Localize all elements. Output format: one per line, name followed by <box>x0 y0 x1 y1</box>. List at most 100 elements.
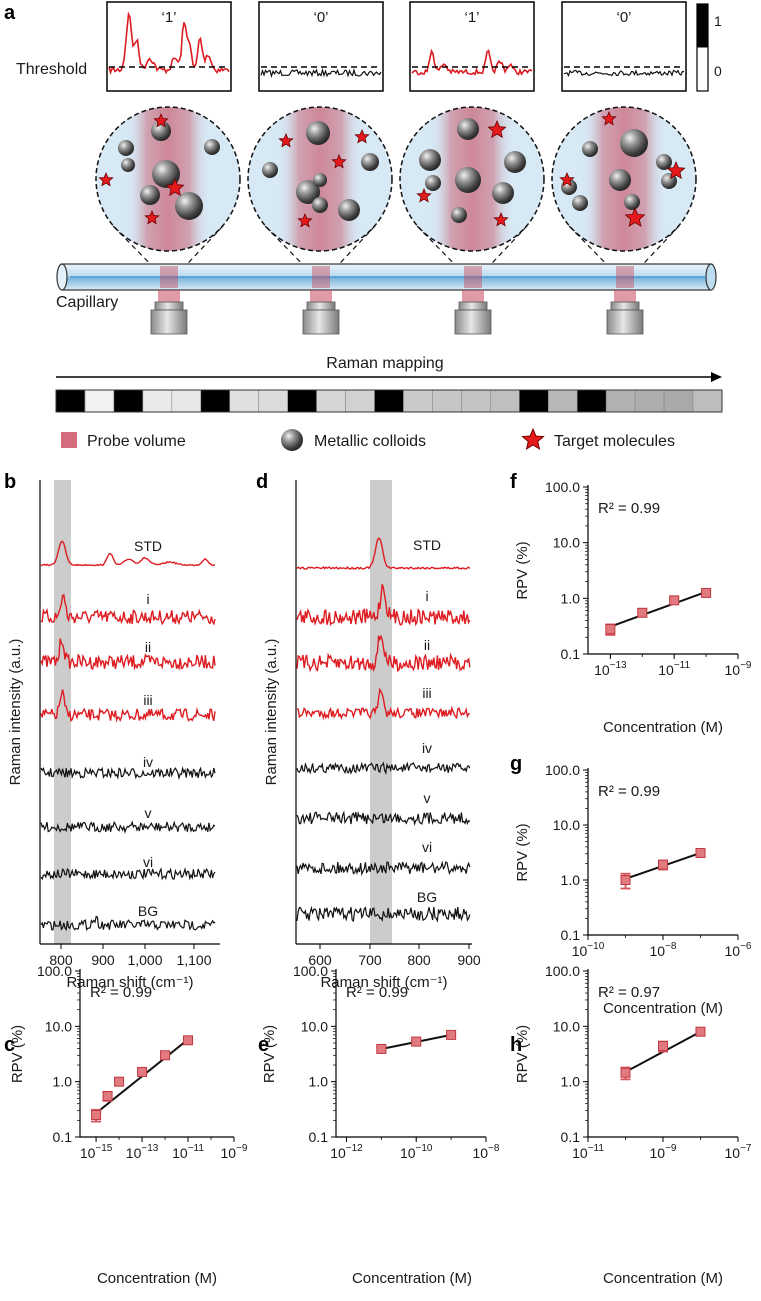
x-tick-label-d: 700 <box>358 952 382 968</box>
signal-box-2: ‘0’ <box>258 1 384 92</box>
x-tick-label-b: 800 <box>49 952 73 968</box>
target-molecule <box>98 171 114 187</box>
spectrum-trace <box>296 810 471 826</box>
data-point <box>411 1036 422 1047</box>
x-tick-label: 10−8 <box>650 941 677 959</box>
objective-3 <box>454 290 492 335</box>
barcode-cell <box>287 389 318 413</box>
colloid-particle <box>140 185 160 205</box>
y-tick-label: 10.0 <box>553 535 580 551</box>
y-tick-label: 0.1 <box>561 927 581 943</box>
target-molecule <box>624 206 646 227</box>
x-tick-label-b: 1,100 <box>176 952 211 968</box>
y-tick-label: 100.0 <box>545 479 580 495</box>
objective-2 <box>302 290 340 335</box>
spectrum-trace <box>296 634 471 673</box>
barcode-cell <box>518 389 549 413</box>
x-tick-exponent: −12 <box>346 1143 363 1154</box>
data-point <box>658 1041 668 1052</box>
data-point <box>701 587 712 598</box>
panel-a: a Threshold ‘1’ ‘0’ ‘1’ ‘0’ <box>4 1 723 451</box>
barcode-cell <box>345 389 375 413</box>
spectrum-trace <box>40 593 216 626</box>
x-tick-label-d: 600 <box>308 952 332 968</box>
threshold-label: Threshold <box>16 61 87 78</box>
data-point <box>695 1026 706 1037</box>
target-molecule <box>144 209 160 225</box>
y-tick-label: 1.0 <box>53 1074 73 1090</box>
r-squared-annotation: R² = 0.99 <box>90 984 152 1001</box>
x-tick-label: 10−9 <box>725 660 752 678</box>
spectrum-trace <box>40 820 216 834</box>
colloid-particle <box>457 118 479 140</box>
objective-lenses <box>150 290 644 335</box>
barcode-cell <box>489 389 520 413</box>
y-tick-label: 100.0 <box>545 762 580 778</box>
colloid-particle <box>624 194 640 210</box>
trace-label-b: iv <box>143 754 153 770</box>
target-molecule <box>297 212 313 228</box>
colloid-particle <box>313 173 327 187</box>
signal-box-1: ‘1’ <box>106 1 232 92</box>
zoom-circle-4 <box>551 106 697 252</box>
target-molecule <box>416 187 432 203</box>
target-molecule <box>666 160 686 180</box>
trace-label-b: STD <box>134 538 162 554</box>
panel-label-c: c <box>4 1034 15 1056</box>
zoom-circle-2 <box>247 106 393 252</box>
data-point <box>446 1029 457 1040</box>
barcode-cell <box>142 389 173 413</box>
spectrum-trace <box>296 761 471 775</box>
x-tick-exponent: −11 <box>674 660 691 671</box>
x-tick-base: 10 <box>650 943 666 959</box>
data-point <box>637 607 648 618</box>
y-tick-label: 10.0 <box>301 1018 328 1034</box>
target-molecule <box>493 211 509 227</box>
trace-label-d: ii <box>424 637 430 653</box>
x-tick-base: 10 <box>80 1145 96 1161</box>
colloid-particle <box>492 182 514 204</box>
panel-label-d: d <box>256 471 268 493</box>
data-point <box>102 1091 113 1102</box>
x-tick-base: 10 <box>725 1145 741 1161</box>
zoom-circle-1 <box>95 106 241 252</box>
barcode-strip <box>55 389 723 413</box>
x-tick-base: 10 <box>725 943 741 959</box>
x-tick-label: 10−13 <box>594 660 627 678</box>
target-molecule <box>487 119 507 139</box>
spectrum-trace <box>296 537 471 570</box>
x-tick-exponent: −8 <box>665 941 677 952</box>
y-tick-label: 10.0 <box>553 817 580 833</box>
spectrum-trace <box>40 915 216 932</box>
colloid-icon <box>281 429 303 451</box>
colloid-particle <box>656 154 672 170</box>
signal-box-4: ‘0’ <box>561 1 687 92</box>
ylabel-f: RPV (%) <box>514 541 531 599</box>
mapping-arrow <box>56 372 722 382</box>
signal-trace-2 <box>260 67 382 79</box>
xlabel-h: Concentration (M) <box>603 1270 723 1287</box>
legend-probe-label: Probe volume <box>87 433 186 450</box>
trace-label-d: iv <box>422 740 432 756</box>
y-tick-label: 1.0 <box>561 1074 581 1090</box>
r-squared-annotation: R² = 0.99 <box>598 783 660 800</box>
xlabel-e: Concentration (M) <box>352 1270 472 1287</box>
y-tick-label: 100.0 <box>293 963 328 979</box>
panel-label-g: g <box>510 753 522 775</box>
scale-label-0: 0 <box>714 63 722 79</box>
trace-label-b: i <box>146 591 149 607</box>
barcode-cell <box>113 389 144 413</box>
x-tick-base: 10 <box>126 1145 142 1161</box>
colloid-particle <box>425 175 441 191</box>
x-tick-label: 10−13 <box>126 1143 159 1161</box>
x-tick-label: 10−9 <box>650 1143 677 1161</box>
panel-label-h: h <box>510 1034 522 1056</box>
barcode-cell <box>576 389 607 413</box>
trace-label-b: iii <box>143 692 152 708</box>
ylabel-b: Raman intensity (a.u.) <box>7 639 24 786</box>
target-molecule <box>165 177 185 197</box>
